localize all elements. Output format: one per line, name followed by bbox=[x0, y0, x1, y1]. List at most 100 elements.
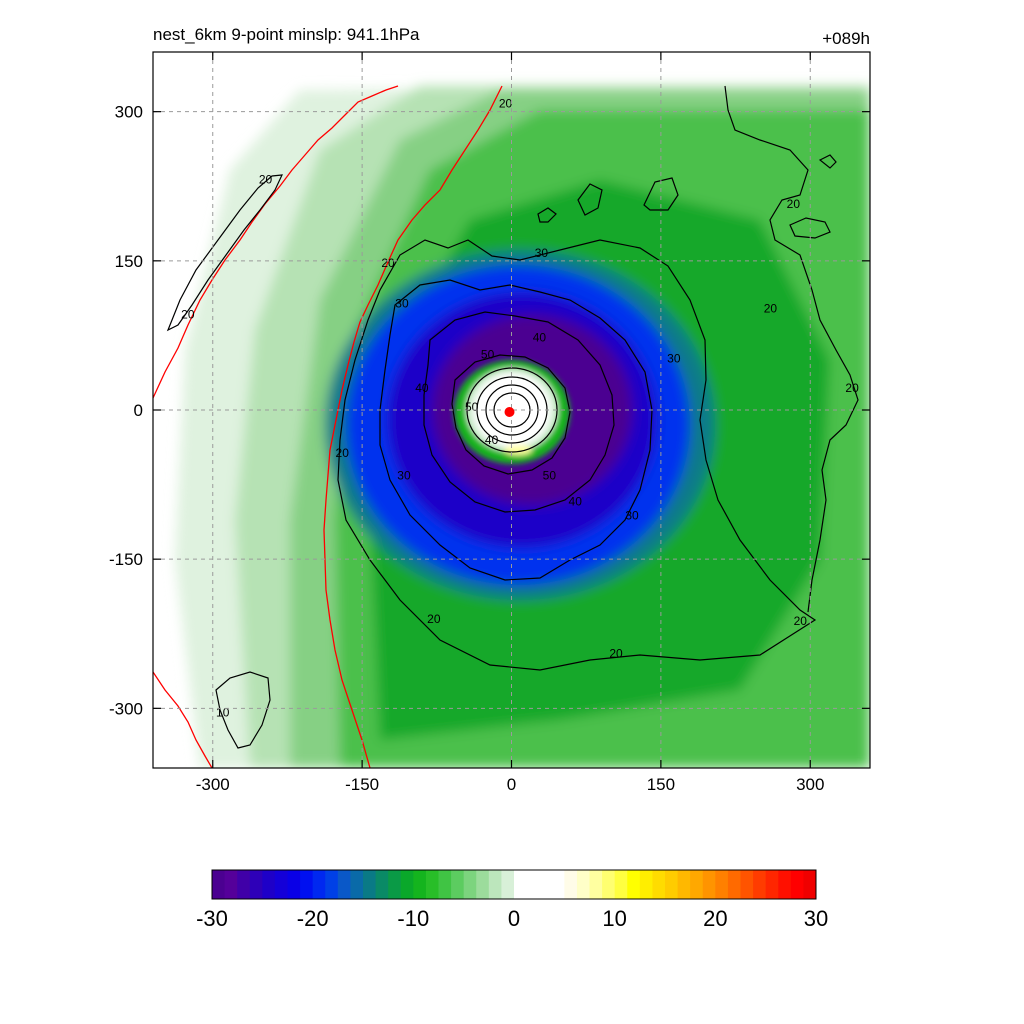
red-boundary-lines bbox=[153, 85, 503, 768]
contour-label: 20 bbox=[787, 197, 801, 211]
red-line-middle bbox=[323, 85, 503, 768]
colorbar-segment bbox=[413, 870, 427, 899]
contour-label: 20 bbox=[336, 446, 350, 460]
colorbar-segment bbox=[501, 870, 515, 899]
colorbar-segment bbox=[375, 870, 389, 899]
contour-label: 10 bbox=[216, 705, 230, 719]
colorbar-segment bbox=[514, 870, 528, 899]
chart-title-right: +089h bbox=[822, 29, 870, 48]
y-tick-label: 0 bbox=[134, 401, 143, 420]
contour-label: 20 bbox=[845, 381, 859, 395]
contour-label: 30 bbox=[395, 297, 409, 311]
colorbar-segment bbox=[715, 870, 729, 899]
contour-label: 40 bbox=[485, 433, 499, 447]
contour-40-ring bbox=[423, 311, 615, 513]
colorbar-tick-label: -10 bbox=[397, 906, 429, 931]
contour-label: 20 bbox=[427, 612, 441, 626]
contour-label: 30 bbox=[667, 351, 681, 365]
colorbar-segment bbox=[451, 870, 465, 899]
colorbar-segment bbox=[677, 870, 691, 899]
colorbar-segment bbox=[312, 870, 326, 899]
colorbar-segment bbox=[400, 870, 414, 899]
colorbar-segment bbox=[300, 870, 314, 899]
colorbar-tick-label: -20 bbox=[297, 906, 329, 931]
colorbar-segment bbox=[727, 870, 741, 899]
colorbar-segment bbox=[665, 870, 679, 899]
colorbar-segment bbox=[639, 870, 653, 899]
colorbar-segment bbox=[463, 870, 477, 899]
contour-label: 30 bbox=[535, 246, 549, 260]
colorbar-segment bbox=[765, 870, 779, 899]
contour-label: 40 bbox=[533, 330, 547, 344]
contour-20-right-band bbox=[724, 85, 859, 613]
red-line-bottom-left bbox=[153, 671, 213, 768]
colorbar-segment bbox=[350, 870, 364, 899]
colorbar-segment bbox=[425, 870, 439, 899]
colorbar-tick-label: -30 bbox=[196, 906, 228, 931]
contour-label: 20 bbox=[381, 256, 395, 270]
contour-20-right-small-e bbox=[537, 207, 557, 223]
colorbar-segment bbox=[438, 870, 452, 899]
colorbar-segment bbox=[690, 870, 704, 899]
contour-label: 20 bbox=[499, 97, 513, 111]
colorbar-segment bbox=[627, 870, 641, 899]
colorbar-segment bbox=[790, 870, 804, 899]
colorbar-segment bbox=[337, 870, 351, 899]
contour-20-right-small-a bbox=[577, 183, 603, 216]
contour-label: 50 bbox=[543, 469, 557, 483]
colorbar-segment bbox=[576, 870, 590, 899]
contour-50-ring bbox=[451, 354, 571, 475]
contour-label: 30 bbox=[397, 469, 411, 483]
contour-label: 40 bbox=[415, 381, 429, 395]
colorbar-tick-label: 20 bbox=[703, 906, 727, 931]
colorbar-segment bbox=[388, 870, 402, 899]
chart-title-left: nest_6km 9-point minslp: 941.1hPa bbox=[153, 25, 420, 44]
contour-lines bbox=[166, 85, 859, 749]
colorbar-segment bbox=[325, 870, 339, 899]
colorbar-segment bbox=[262, 870, 276, 899]
red-line-left bbox=[153, 85, 399, 399]
colorbar-segment bbox=[476, 870, 490, 899]
contour-20-right-small-c bbox=[818, 154, 837, 169]
colorbar-segment bbox=[526, 870, 540, 899]
contour-label: 30 bbox=[625, 508, 639, 522]
y-axis-tick-labels: 300 150 0 -150 -300 bbox=[109, 103, 143, 719]
colorbar-segment bbox=[539, 870, 553, 899]
x-tick-label: 0 bbox=[507, 775, 516, 794]
contour-label: 20 bbox=[259, 172, 273, 186]
x-tick-label: -150 bbox=[345, 775, 379, 794]
colorbar-segment bbox=[778, 870, 792, 899]
contour-label: 20 bbox=[609, 647, 623, 661]
colorbar-segment bbox=[740, 870, 754, 899]
colorbar-segment bbox=[224, 870, 238, 899]
colorbar-segment bbox=[564, 870, 578, 899]
contour-label: 50 bbox=[465, 400, 479, 414]
storm-center-marker bbox=[504, 406, 515, 417]
colorbar-segment bbox=[237, 870, 251, 899]
colorbar-segment bbox=[287, 870, 301, 899]
colorbar-segment bbox=[488, 870, 502, 899]
y-tick-label: -300 bbox=[109, 699, 143, 718]
shaded-field bbox=[153, 52, 870, 768]
colorbar-segment bbox=[702, 870, 716, 899]
colorbar bbox=[211, 869, 817, 900]
colorbar-segment bbox=[803, 870, 817, 899]
contour-label: 50 bbox=[481, 347, 495, 361]
colorbar-frame bbox=[211, 869, 817, 900]
colorbar-tick-labels: -30 -20 -10 0 10 20 30 bbox=[196, 906, 828, 931]
colorbar-segment bbox=[614, 870, 628, 899]
colorbar-segment bbox=[363, 870, 377, 899]
colorbar-segment bbox=[551, 870, 565, 899]
colorbar-segment bbox=[652, 870, 666, 899]
x-axis-tick-labels: -300 -150 0 150 300 bbox=[196, 775, 825, 794]
colorbar-segment bbox=[589, 870, 603, 899]
colorbar-segment bbox=[602, 870, 616, 899]
contour-10-bottom-left bbox=[215, 671, 271, 749]
contour-20-right-small-b bbox=[643, 177, 679, 211]
colorbar-segment bbox=[249, 870, 263, 899]
contour-label: 20 bbox=[181, 308, 195, 322]
colorbar-tick-label: 30 bbox=[804, 906, 828, 931]
contour-label: 20 bbox=[794, 614, 808, 628]
y-tick-label: 150 bbox=[115, 252, 143, 271]
